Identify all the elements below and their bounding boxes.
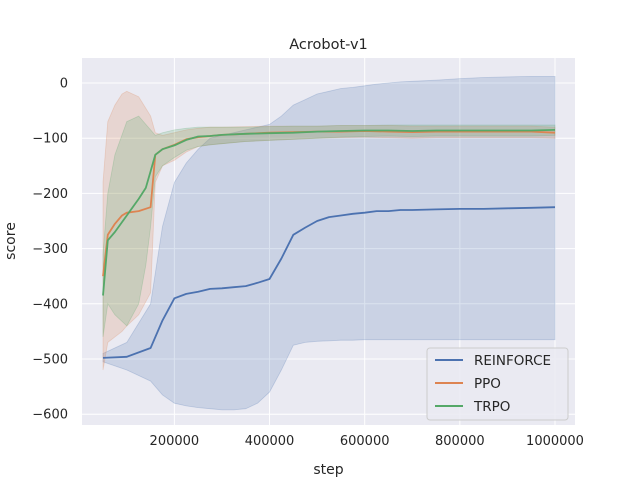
legend: REINFORCE PPO TRPO (426, 347, 569, 421)
reinforce-line (102, 206, 556, 359)
y-tick-label: −200 (32, 187, 68, 202)
legend-box (426, 347, 569, 421)
trpo-band (102, 115, 556, 337)
trpo-line (102, 129, 556, 296)
y-axis-ticks: 0 −100 −200 −300 −400 −500 −600 (32, 77, 68, 423)
x-tick-label: 600000 (340, 434, 390, 449)
confidence-bands (102, 76, 556, 411)
legend-label-ppo: PPO (474, 376, 501, 392)
y-tick-label: 0 (60, 77, 68, 92)
y-tick-label: −100 (32, 132, 68, 147)
x-axis-label: step (313, 462, 343, 478)
x-tick-label: 200000 (150, 434, 200, 449)
legend-label-reinforce: REINFORCE (474, 353, 551, 369)
y-tick-label: −500 (32, 353, 68, 368)
chart-title: Acrobot-v1 (289, 37, 368, 53)
y-tick-label: −300 (32, 242, 68, 257)
y-tick-label: −400 (32, 297, 68, 312)
x-tick-label: 800000 (435, 434, 485, 449)
ppo-band (102, 90, 556, 371)
legend-label-trpo: TRPO (473, 399, 510, 415)
reinforce-band (102, 76, 556, 411)
x-axis-ticks: 200000 400000 600000 800000 1000000 (150, 434, 584, 449)
x-tick-label: 400000 (245, 434, 295, 449)
y-tick-label: −600 (32, 408, 68, 423)
x-tick-label: 1000000 (526, 434, 584, 449)
y-axis-label: score (3, 222, 19, 260)
series-lines (102, 129, 556, 359)
